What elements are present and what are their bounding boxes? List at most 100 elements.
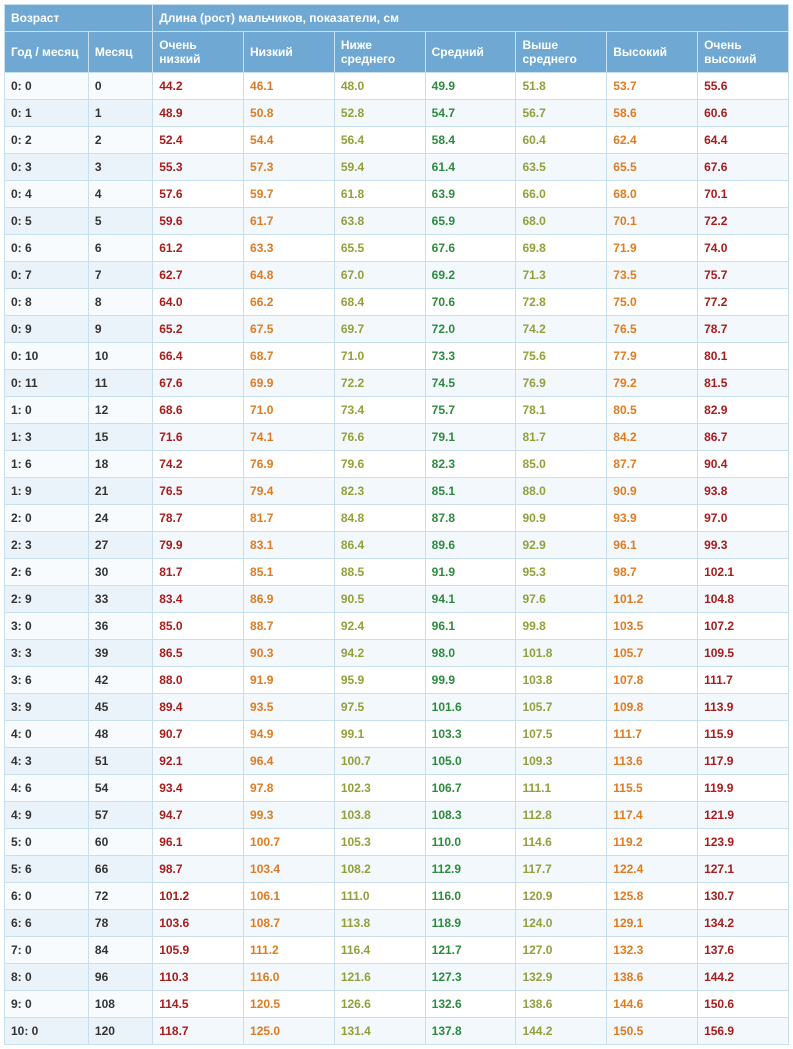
- cell-value: 79.9: [153, 532, 244, 559]
- cell-value: 108.3: [425, 802, 516, 829]
- cell-value: 82.3: [425, 451, 516, 478]
- cell-value: 113.8: [334, 910, 425, 937]
- cell-value: 82.3: [334, 478, 425, 505]
- cell-month: 120: [88, 1018, 152, 1045]
- cell-value: 103.8: [516, 667, 607, 694]
- cell-value: 69.7: [334, 316, 425, 343]
- cell-value: 96.4: [244, 748, 335, 775]
- cell-value: 88.7: [244, 613, 335, 640]
- cell-value: 104.8: [698, 586, 789, 613]
- cell-month: 0: [88, 73, 152, 100]
- cell-value: 79.1: [425, 424, 516, 451]
- header-age-group: Возраст: [5, 5, 153, 32]
- table-row: 1: 01268.671.073.475.778.180.582.9: [5, 397, 789, 424]
- table-row: 0: 2252.454.456.458.460.462.464.4: [5, 127, 789, 154]
- cell-month: 5: [88, 208, 152, 235]
- cell-value: 99.8: [516, 613, 607, 640]
- cell-value: 93.9: [607, 505, 698, 532]
- table-row: 1: 92176.579.482.385.188.090.993.8: [5, 478, 789, 505]
- cell-value: 72.8: [516, 289, 607, 316]
- header-col-4: Выше среднего: [516, 32, 607, 73]
- cell-value: 103.3: [425, 721, 516, 748]
- cell-value: 144.6: [607, 991, 698, 1018]
- cell-value: 67.0: [334, 262, 425, 289]
- cell-age: 0: 8: [5, 289, 89, 316]
- cell-value: 134.2: [698, 910, 789, 937]
- cell-value: 83.1: [244, 532, 335, 559]
- cell-month: 33: [88, 586, 152, 613]
- cell-value: 129.1: [607, 910, 698, 937]
- table-row: 3: 94589.493.597.5101.6105.7109.8113.9: [5, 694, 789, 721]
- cell-value: 85.0: [516, 451, 607, 478]
- cell-value: 99.1: [334, 721, 425, 748]
- table-row: 2: 02478.781.784.887.890.993.997.0: [5, 505, 789, 532]
- cell-value: 88.0: [516, 478, 607, 505]
- cell-month: 27: [88, 532, 152, 559]
- cell-month: 36: [88, 613, 152, 640]
- cell-value: 76.5: [153, 478, 244, 505]
- cell-value: 76.5: [607, 316, 698, 343]
- cell-value: 132.6: [425, 991, 516, 1018]
- cell-value: 55.3: [153, 154, 244, 181]
- cell-value: 58.4: [425, 127, 516, 154]
- cell-value: 144.2: [698, 964, 789, 991]
- cell-value: 90.5: [334, 586, 425, 613]
- header-col-6: Очень высокий: [698, 32, 789, 73]
- cell-value: 83.4: [153, 586, 244, 613]
- cell-value: 67.6: [425, 235, 516, 262]
- cell-value: 132.9: [516, 964, 607, 991]
- cell-value: 100.7: [334, 748, 425, 775]
- cell-age: 3: 6: [5, 667, 89, 694]
- cell-value: 101.6: [425, 694, 516, 721]
- cell-value: 66.4: [153, 343, 244, 370]
- cell-value: 101.8: [516, 640, 607, 667]
- cell-value: 64.0: [153, 289, 244, 316]
- cell-month: 84: [88, 937, 152, 964]
- cell-age: 2: 6: [5, 559, 89, 586]
- table-row: 0: 6661.263.365.567.669.871.974.0: [5, 235, 789, 262]
- cell-value: 94.7: [153, 802, 244, 829]
- cell-value: 108.7: [244, 910, 335, 937]
- header-col-1: Низкий: [244, 32, 335, 73]
- cell-month: 9: [88, 316, 152, 343]
- cell-value: 74.1: [244, 424, 335, 451]
- table-row: 2: 93383.486.990.594.197.6101.2104.8: [5, 586, 789, 613]
- cell-month: 4: [88, 181, 152, 208]
- table-row: 3: 33986.590.394.298.0101.8105.7109.5: [5, 640, 789, 667]
- cell-value: 46.1: [244, 73, 335, 100]
- cell-value: 65.2: [153, 316, 244, 343]
- cell-value: 88.5: [334, 559, 425, 586]
- cell-value: 76.9: [516, 370, 607, 397]
- cell-value: 79.2: [607, 370, 698, 397]
- cell-month: 108: [88, 991, 152, 1018]
- cell-value: 156.9: [698, 1018, 789, 1045]
- table-row: 5: 06096.1100.7105.3110.0114.6119.2123.9: [5, 829, 789, 856]
- cell-month: 3: [88, 154, 152, 181]
- cell-value: 65.9: [425, 208, 516, 235]
- cell-value: 92.9: [516, 532, 607, 559]
- table-row: 6: 678103.6108.7113.8118.9124.0129.1134.…: [5, 910, 789, 937]
- cell-value: 102.3: [334, 775, 425, 802]
- cell-value: 92.1: [153, 748, 244, 775]
- cell-value: 92.4: [334, 613, 425, 640]
- cell-age: 4: 0: [5, 721, 89, 748]
- cell-month: 39: [88, 640, 152, 667]
- cell-age: 9: 0: [5, 991, 89, 1018]
- cell-value: 75.7: [698, 262, 789, 289]
- table-row: 0: 9965.267.569.772.074.276.578.7: [5, 316, 789, 343]
- cell-age: 2: 9: [5, 586, 89, 613]
- cell-value: 109.5: [698, 640, 789, 667]
- cell-value: 108.2: [334, 856, 425, 883]
- cell-value: 81.7: [153, 559, 244, 586]
- cell-value: 71.3: [516, 262, 607, 289]
- table-row: 4: 35192.196.4100.7105.0109.3113.6117.9: [5, 748, 789, 775]
- cell-month: 48: [88, 721, 152, 748]
- cell-value: 89.4: [153, 694, 244, 721]
- cell-value: 107.8: [607, 667, 698, 694]
- cell-value: 56.4: [334, 127, 425, 154]
- cell-value: 71.9: [607, 235, 698, 262]
- cell-value: 94.2: [334, 640, 425, 667]
- cell-age: 1: 6: [5, 451, 89, 478]
- cell-value: 61.7: [244, 208, 335, 235]
- cell-value: 69.9: [244, 370, 335, 397]
